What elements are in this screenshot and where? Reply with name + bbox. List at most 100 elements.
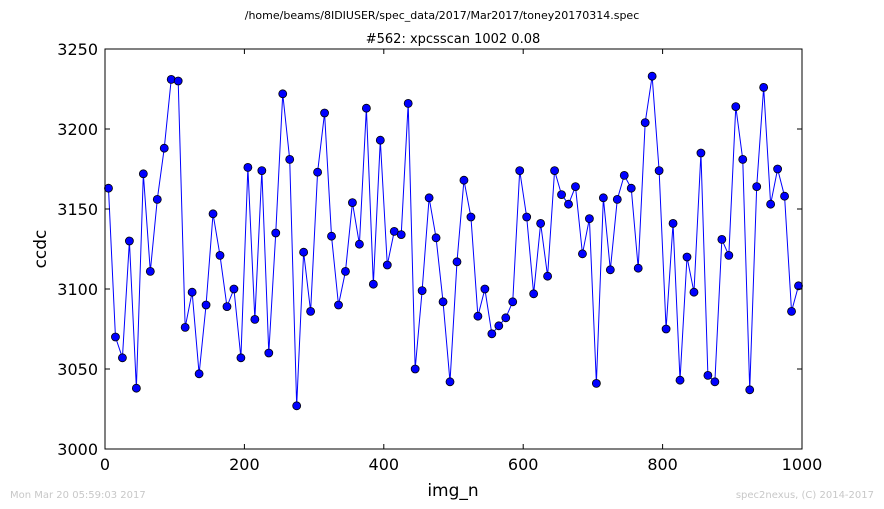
data-point xyxy=(361,103,371,113)
data-point xyxy=(536,218,546,228)
data-point xyxy=(438,297,448,307)
data-point xyxy=(773,164,783,174)
data-point xyxy=(633,263,643,273)
data-point xyxy=(647,71,657,81)
data-point xyxy=(675,375,685,385)
y-tick-label: 3050 xyxy=(57,360,98,379)
data-point xyxy=(354,239,364,249)
data-point xyxy=(473,311,483,321)
data-point xyxy=(410,364,420,374)
data-point xyxy=(689,287,699,297)
x-tick-label: 600 xyxy=(508,455,539,474)
data-point xyxy=(591,378,601,388)
data-point xyxy=(111,332,120,342)
data-point xyxy=(382,260,392,270)
data-point xyxy=(780,191,789,201)
data-point xyxy=(138,169,148,179)
data-point xyxy=(208,209,218,219)
plot-frame xyxy=(104,48,803,450)
data-point xyxy=(529,289,539,299)
data-point xyxy=(348,198,357,208)
data-point xyxy=(159,143,169,153)
data-point xyxy=(145,266,155,276)
data-point xyxy=(508,297,518,307)
data-point xyxy=(557,190,566,200)
data-point xyxy=(131,383,141,393)
data-point xyxy=(640,118,650,127)
data-point xyxy=(396,230,406,240)
footer-timestamp: Mon Mar 20 05:59:03 2017 xyxy=(10,490,146,501)
data-point xyxy=(264,348,274,358)
data-point xyxy=(327,231,336,241)
footer-credit: spec2nexus, (C) 2014-2017 xyxy=(736,490,874,501)
data-point xyxy=(626,183,636,193)
data-point xyxy=(187,287,197,297)
data-point xyxy=(654,166,664,176)
data-point xyxy=(285,154,295,164)
data-point xyxy=(243,162,253,172)
data-point xyxy=(222,302,232,312)
data-point xyxy=(578,249,587,259)
data-point xyxy=(745,385,755,395)
data-point xyxy=(104,183,113,193)
data-point xyxy=(459,175,469,185)
data-point xyxy=(299,247,309,257)
data-point xyxy=(703,370,713,380)
data-point xyxy=(487,329,497,339)
data-point xyxy=(118,353,127,363)
data-point xyxy=(717,234,727,244)
data-point xyxy=(431,233,441,243)
data-point xyxy=(445,377,455,387)
data-point xyxy=(794,281,803,291)
data-point xyxy=(522,212,532,222)
y-tick-label: 3000 xyxy=(57,440,98,459)
data-point xyxy=(759,83,769,92)
data-point xyxy=(236,353,246,363)
y-tick-label: 3100 xyxy=(57,280,98,299)
data-point xyxy=(501,313,511,323)
data-point xyxy=(598,193,608,203)
data-point xyxy=(313,167,322,177)
y-tick-label: 3200 xyxy=(57,120,98,139)
data-point xyxy=(417,286,427,296)
data-point xyxy=(515,166,525,176)
x-tick-label: 200 xyxy=(229,455,260,474)
x-tick-label: 0 xyxy=(100,455,110,474)
data-point xyxy=(724,250,734,260)
data-point xyxy=(375,135,385,145)
data-point xyxy=(571,182,580,192)
plot-area xyxy=(105,49,802,449)
data-point xyxy=(173,76,183,86)
data-point xyxy=(292,401,302,411)
series-line xyxy=(107,76,799,406)
y-tick-label: 3250 xyxy=(57,40,98,59)
data-point xyxy=(494,321,504,331)
data-point xyxy=(306,306,316,316)
figure-suptitle: /home/beams/8IDIUSER/spec_data/2017/Mar2… xyxy=(245,9,640,22)
data-point xyxy=(424,193,434,203)
data-point xyxy=(180,322,190,332)
chart-title: #562: xpcsscan 1002 0.08 xyxy=(366,32,541,47)
x-tick-label: 1000 xyxy=(782,455,823,474)
x-tick-label: 400 xyxy=(369,455,400,474)
data-point xyxy=(766,199,776,209)
data-point xyxy=(403,99,413,108)
data-point xyxy=(738,154,748,164)
y-axis-label: ccdc xyxy=(31,230,51,269)
data-point xyxy=(696,148,706,158)
data-point xyxy=(668,218,678,228)
data-point xyxy=(682,252,692,262)
data-point xyxy=(661,324,671,334)
data-point xyxy=(250,314,260,324)
data-point xyxy=(605,265,615,275)
data-point xyxy=(466,212,476,222)
data-point xyxy=(480,284,490,294)
series-layer xyxy=(104,71,803,411)
data-point xyxy=(257,166,267,176)
data-point xyxy=(731,102,741,111)
data-point xyxy=(341,266,350,276)
data-point xyxy=(585,214,594,224)
data-point xyxy=(194,369,204,379)
data-point xyxy=(368,279,378,289)
